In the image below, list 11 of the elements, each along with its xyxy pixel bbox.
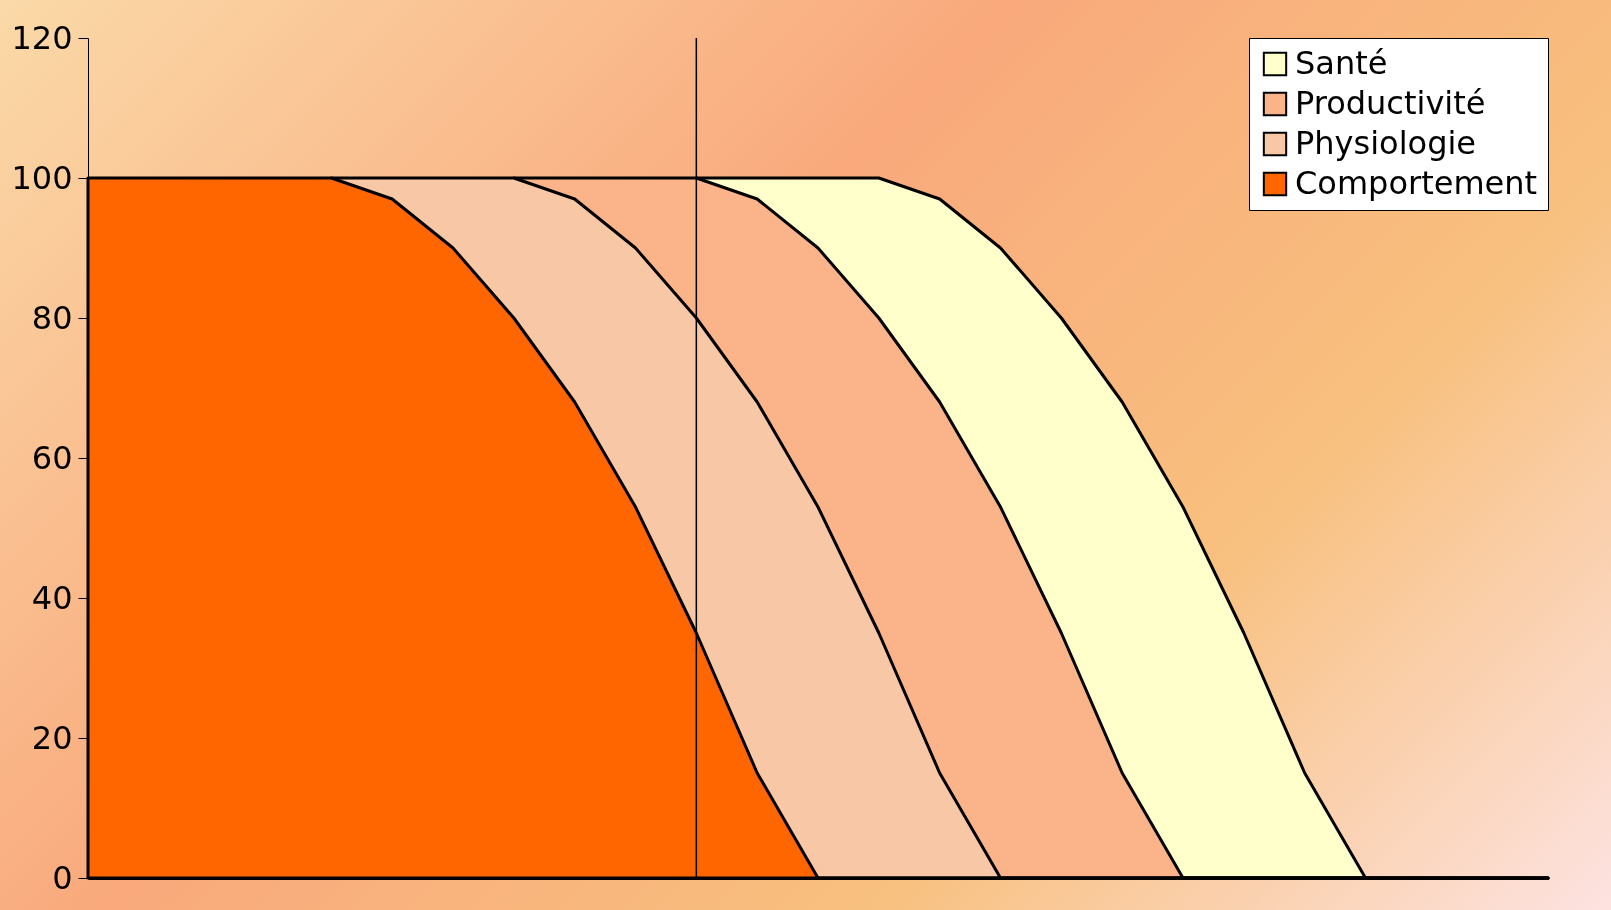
legend-label: Comportement [1295, 164, 1538, 202]
y-tick-label: 80 [31, 298, 73, 337]
y-tick-label: 40 [31, 578, 73, 617]
legend-label: Productivité [1295, 84, 1486, 122]
y-tick-label: 60 [31, 438, 73, 477]
y-tick-label: 20 [31, 718, 73, 757]
y-tick-label: 120 [11, 18, 73, 57]
legend-label: Santé [1295, 44, 1388, 82]
y-tick-label: 0 [52, 858, 73, 897]
y-tick-label: 100 [11, 158, 73, 197]
legend-label: Physiologie [1295, 124, 1477, 162]
